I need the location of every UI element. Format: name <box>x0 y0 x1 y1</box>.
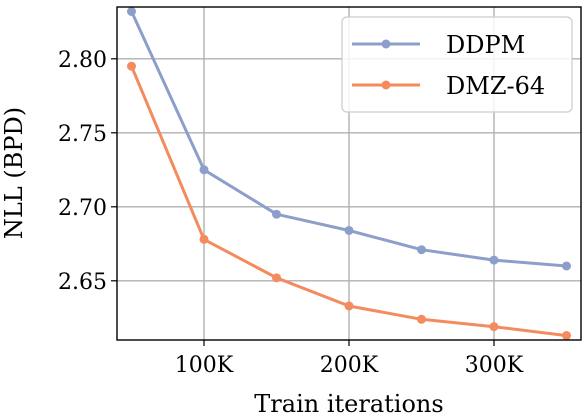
data-point-dmz-64 <box>489 322 499 332</box>
data-point-dmz-64 <box>127 61 136 71</box>
legend-marker-dmz-64 <box>381 80 391 90</box>
y-tick-label: 2.65 <box>58 270 107 295</box>
legend-box <box>341 16 573 113</box>
x-axis-label: Train iterations <box>254 390 443 418</box>
y-tick-label: 2.80 <box>58 48 107 73</box>
data-point-ddpm <box>272 209 281 219</box>
data-point-dmz-64 <box>417 314 426 324</box>
data-point-dmz-64 <box>199 234 209 244</box>
legend-label-dmz-64: DMZ-64 <box>446 72 545 100</box>
data-point-ddpm <box>199 165 209 175</box>
data-point-ddpm <box>562 261 571 271</box>
x-tick-label: 300K <box>465 353 524 378</box>
axis-ticks: 100K 200K 300K 2.65 2.70 2.75 2.80 <box>58 48 524 378</box>
data-point-dmz-64 <box>344 301 354 311</box>
series-group <box>127 6 571 341</box>
data-point-ddpm <box>127 6 136 16</box>
data-point-dmz-64 <box>272 273 281 283</box>
legend-label-ddpm: DDPM <box>446 31 525 59</box>
x-tick-label: 100K <box>175 353 234 378</box>
y-tick-label: 2.70 <box>58 196 107 221</box>
data-point-ddpm <box>417 245 426 255</box>
legend: DDPM DMZ-64 <box>341 16 573 113</box>
y-tick-label: 2.75 <box>58 122 107 147</box>
legend-marker-ddpm <box>381 39 391 49</box>
y-axis-label: NLL (BPD) <box>0 107 28 239</box>
x-tick-label: 200K <box>320 353 379 378</box>
data-point-dmz-64 <box>562 331 571 341</box>
data-point-ddpm <box>489 255 499 265</box>
data-point-ddpm <box>344 225 354 235</box>
